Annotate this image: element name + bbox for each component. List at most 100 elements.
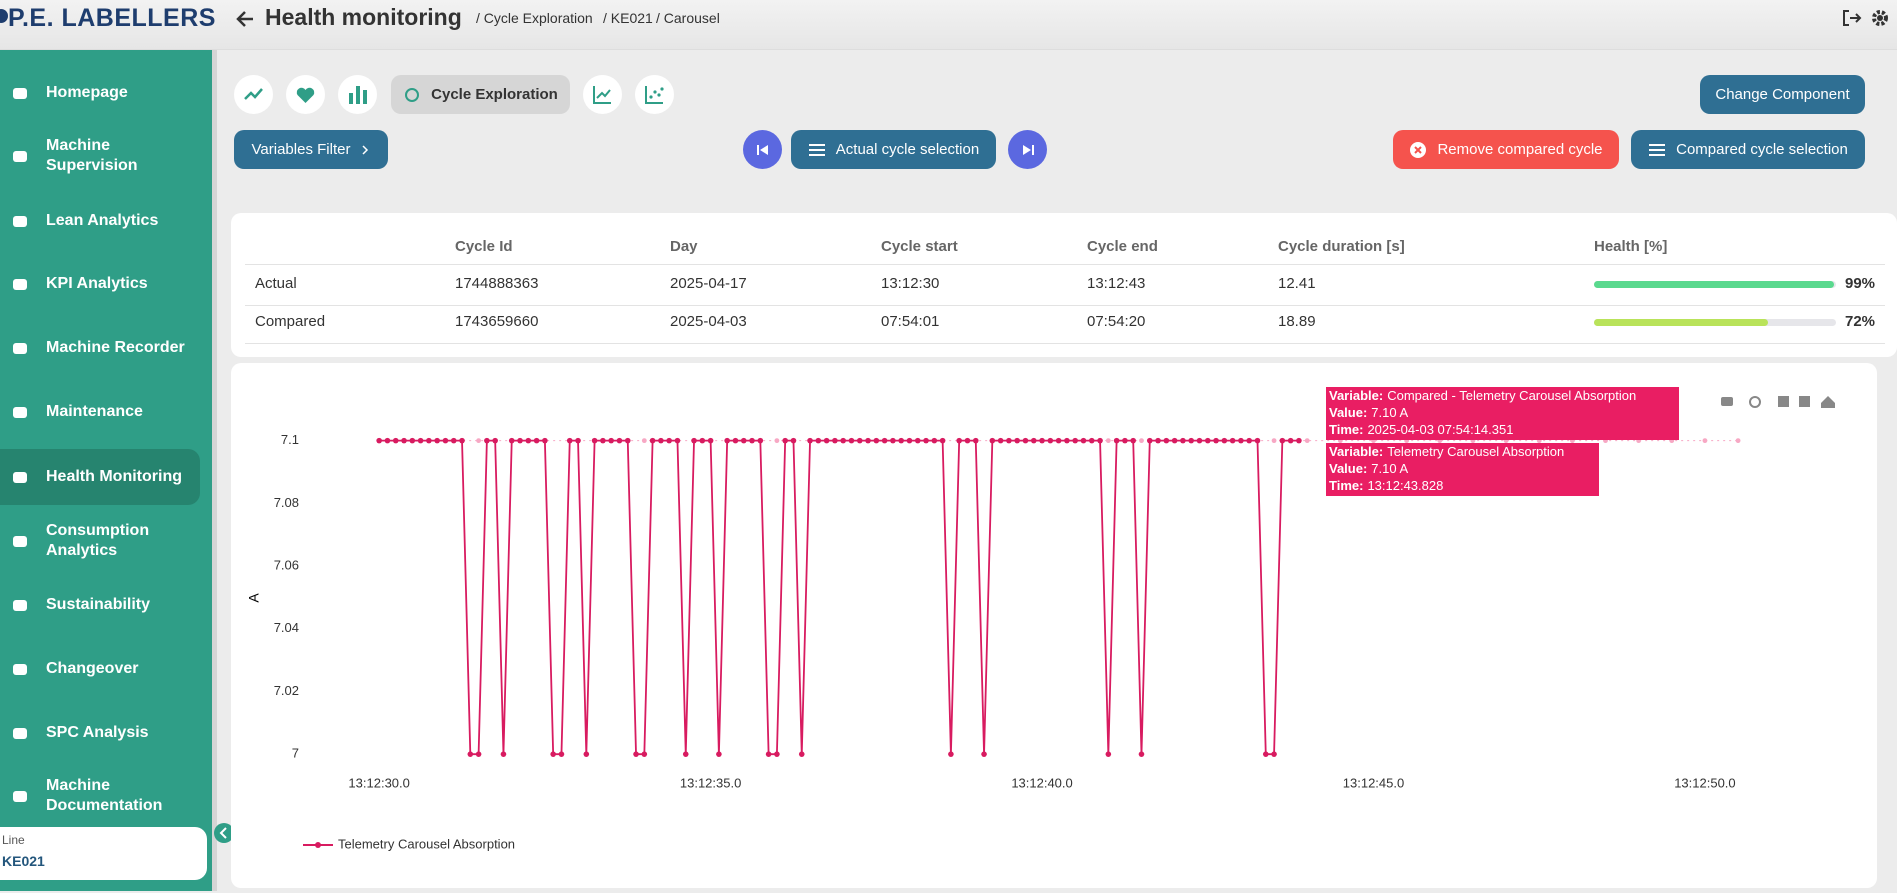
data-point [616, 437, 623, 444]
nav-label: Machine Recorder [46, 339, 185, 356]
data-point [1064, 437, 1070, 444]
remove-compared-button[interactable]: Remove compared cycle [1393, 130, 1619, 169]
icon-shape [13, 216, 27, 227]
tab-icon[interactable] [286, 75, 325, 114]
row-divider [245, 305, 1885, 306]
nav-item[interactable]: SPC Analysis [0, 705, 200, 761]
data-point [1097, 437, 1103, 444]
nav-label: Lean Analytics [46, 212, 159, 229]
data-point [832, 437, 838, 444]
breadcrumb[interactable]: / KE021 [603, 10, 653, 26]
tab-icon[interactable] [635, 75, 674, 114]
button-label: Actual cycle selection [835, 141, 980, 158]
data-point [1702, 438, 1708, 444]
y-tick-label: 7.02 [274, 683, 299, 698]
change-component-button[interactable]: Change Component [1700, 75, 1865, 114]
tab-icon[interactable] [234, 75, 273, 114]
x-tick-label: 13:12:35.0 [680, 775, 741, 790]
back-arrow[interactable] [234, 8, 256, 30]
data-point [798, 751, 805, 757]
next-cycle-button[interactable] [1008, 130, 1047, 169]
nav-icon [13, 151, 27, 162]
tooltip-box [1326, 387, 1679, 440]
tab-icon[interactable] [338, 75, 377, 114]
compared-cycle-button[interactable]: Compared cycle selection [1631, 130, 1865, 169]
sidebar: Homepage Machine Supervision Lean Analytic… [0, 50, 212, 891]
line-selector[interactable]: Line KE021 [0, 827, 207, 880]
logout-icon[interactable] [1842, 9, 1862, 27]
nav-item[interactable]: Sustainability [0, 577, 200, 633]
breadcrumb[interactable]: / Carousel [656, 10, 720, 26]
data-point [1105, 751, 1112, 757]
y-tick-label: 7.1 [281, 432, 299, 447]
page-title: Health monitoring [265, 4, 462, 30]
table-cell: 07:54:20 [1087, 313, 1146, 330]
nav-item[interactable]: Maintenance [0, 384, 200, 440]
data-point [1296, 437, 1302, 444]
data-point [1221, 437, 1228, 444]
data-point [757, 437, 764, 444]
data-point [517, 437, 523, 444]
icon-shape [13, 88, 27, 99]
data-point [1113, 437, 1120, 444]
data-point [608, 437, 614, 444]
nav-icon [13, 279, 27, 290]
nav-item[interactable]: Machine Recorder [0, 320, 200, 376]
variables-filter-button[interactable]: Variables Filter [234, 130, 388, 169]
scrollbar [212, 50, 217, 891]
x-tick-label: 13:12:30.0 [348, 775, 409, 790]
previous-cycle-button[interactable] [743, 130, 782, 169]
collapse-button[interactable] [214, 823, 234, 843]
tab-active[interactable]: Cycle Exploration [391, 75, 570, 114]
logo-icon [0, 9, 8, 23]
data-point [1055, 437, 1062, 444]
data-point [533, 437, 540, 444]
tab-icon[interactable] [583, 75, 622, 114]
settings-icon[interactable] [1871, 9, 1889, 27]
data-point [525, 437, 532, 444]
health-bar [1594, 281, 1834, 288]
nav-item[interactable]: Machine Documentation [0, 768, 200, 824]
line-label: Line [2, 833, 25, 847]
y-tick-label: 7.04 [274, 620, 299, 635]
table-cell: Actual [255, 275, 297, 292]
data-point [1262, 751, 1269, 757]
tooltip-line: Variable: Compared - Telemetry Carousel A… [1329, 388, 1636, 403]
data-point [815, 437, 822, 444]
data-point [392, 437, 399, 444]
button-label: Remove compared cycle [1437, 141, 1603, 158]
button-label: Variables Filter [251, 141, 351, 158]
data-point [914, 437, 921, 444]
data-point [699, 437, 706, 444]
tab-label: Cycle Exploration [431, 86, 558, 103]
data-point [989, 437, 996, 444]
nav-item[interactable]: Health Monitoring [0, 449, 200, 505]
nav-item[interactable]: Changeover [0, 641, 200, 697]
nav-item[interactable]: Machine Supervision [0, 128, 200, 184]
y-tick-label: 7.06 [274, 557, 299, 572]
nav-item[interactable]: Lean Analytics [0, 193, 200, 249]
data-point [591, 437, 598, 444]
data-point [1006, 437, 1012, 444]
icon-shape [13, 600, 27, 611]
nav-label: SPC Analysis [46, 724, 149, 741]
data-point [450, 437, 457, 444]
actual-cycle-button[interactable]: Actual cycle selection [791, 130, 996, 169]
data-point [426, 437, 432, 444]
tooltip-line: Value: 7.10 A [1329, 405, 1408, 420]
health-label: 99% [1845, 275, 1876, 292]
data-point [782, 437, 788, 444]
nav-label: Changeover [46, 660, 139, 677]
nav-item[interactable]: Consumption Analytics [0, 513, 200, 569]
nav-label: Homepage [46, 84, 128, 101]
data-point [1163, 437, 1170, 444]
data-point [641, 438, 647, 444]
nav-item[interactable]: KPI Analytics [0, 256, 200, 312]
data-point [774, 751, 780, 757]
data-point [417, 437, 424, 444]
icon-shape [13, 279, 27, 290]
data-point [674, 437, 681, 444]
nav-item[interactable]: Homepage [0, 65, 200, 121]
breadcrumb[interactable]: / Cycle Exploration [476, 10, 593, 26]
table-cell: 1743659660 [455, 313, 539, 330]
